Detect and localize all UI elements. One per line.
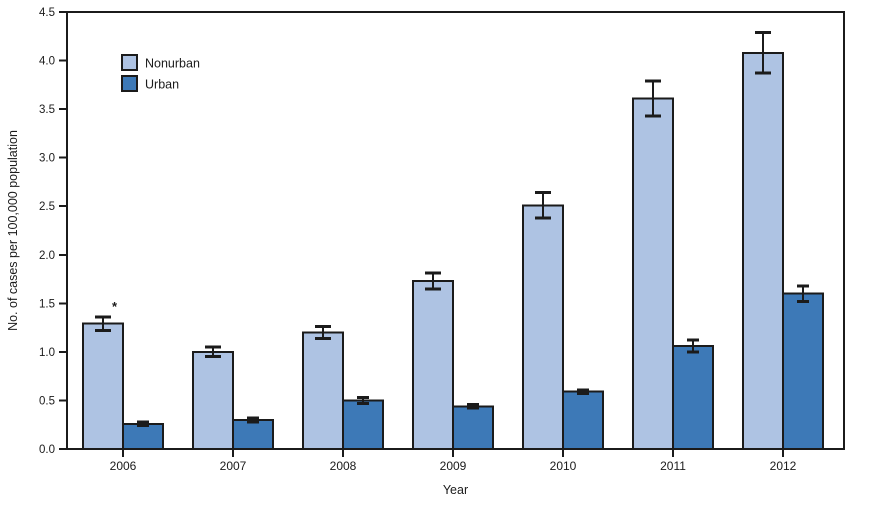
x-axis-title: Year [443,483,468,497]
bar-urban-2012 [782,292,824,450]
bar-urban-2009 [452,405,494,451]
bar-urban-2007 [232,418,274,451]
x-tick-label: 2011 [660,459,686,473]
y-axis-title: No. of cases per 100,000 population [6,130,20,331]
bar-nonurban-2012 [742,51,784,451]
bars-layer [82,51,824,451]
x-tick-label: 2008 [330,459,357,473]
y-tick-label: 0.5 [39,395,55,407]
bar-urban-2008 [342,399,384,451]
y-tick-label: 2.5 [39,201,55,213]
x-tick-label: 2007 [220,459,247,473]
bar-nonurban-2006 [82,322,124,450]
bar-nonurban-2008 [302,331,344,451]
bar-nonurban-2010 [522,204,564,450]
bar-urban-2006 [122,422,164,450]
y-tick-label: 2.0 [39,250,55,262]
legend: Nonurban Urban [121,54,200,92]
y-tick-label: 1.5 [39,298,55,310]
y-tick-label: 3.5 [39,104,55,116]
bar-urban-2010 [562,390,604,450]
y-tick-label: 4.5 [39,7,55,19]
legend-swatch-urban [121,75,138,92]
x-tick-label: 2009 [440,459,467,473]
axes-layer: 0.0 0.5 1.0 1.5 2.0 2.5 3.0 3.5 4.0 4.5 2006 2007 20… [39,7,797,473]
y-tick-label: 4.0 [39,56,55,68]
legend-swatch-nonurban [121,54,138,71]
legend-label-urban: Urban [145,78,179,92]
plot-frame [66,11,845,450]
y-tick-label: 3.0 [39,153,55,165]
x-tick-label: 2006 [110,459,137,473]
legend-label-nonurban: Nonurban [145,57,200,71]
bar-nonurban-2011 [632,97,674,450]
x-tick-label: 2012 [770,459,797,473]
error-bars-layer: * [95,30,809,428]
bar-nonurban-2007 [192,350,234,450]
significance-asterisk: * [112,299,118,314]
x-tick-label: 2010 [550,459,577,473]
bar-nonurban-2009 [412,279,454,450]
y-tick-label: 1.0 [39,347,55,359]
bar-urban-2011 [672,345,714,450]
y-tick-label: 0.0 [39,444,55,456]
